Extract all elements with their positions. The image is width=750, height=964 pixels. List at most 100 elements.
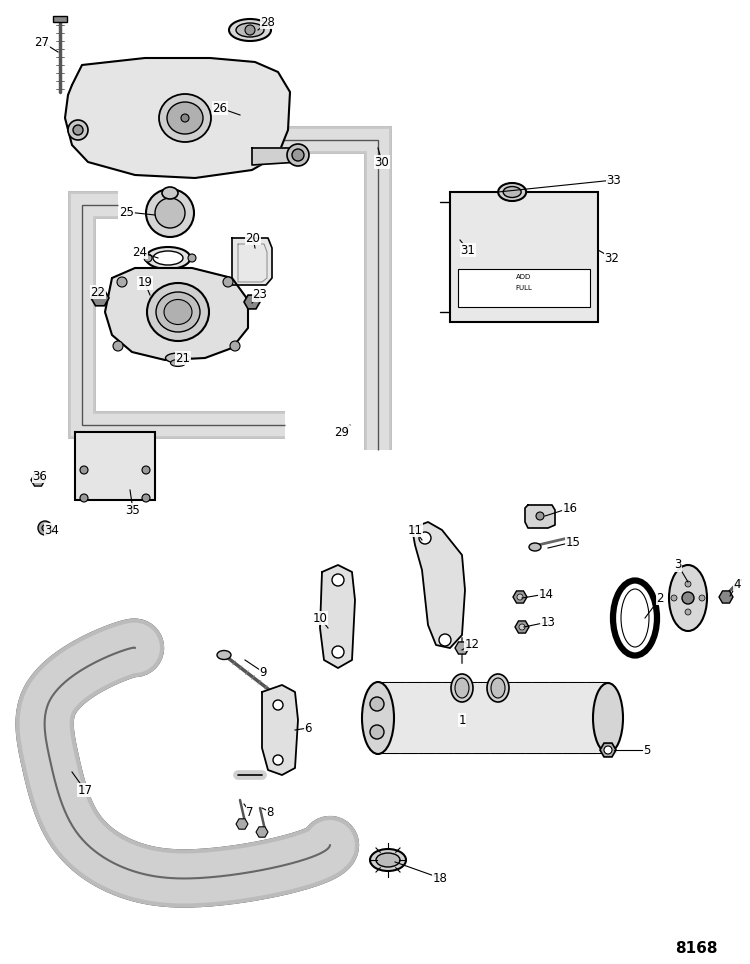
- Text: 28: 28: [260, 15, 275, 29]
- Ellipse shape: [153, 251, 183, 265]
- Ellipse shape: [529, 543, 541, 551]
- Text: 16: 16: [562, 501, 578, 515]
- Circle shape: [38, 521, 52, 535]
- Bar: [378, 683, 608, 753]
- Polygon shape: [719, 591, 733, 603]
- Text: FULL: FULL: [515, 285, 532, 291]
- Ellipse shape: [170, 360, 185, 366]
- Circle shape: [68, 120, 88, 140]
- Text: 7: 7: [246, 806, 254, 818]
- Circle shape: [73, 125, 83, 135]
- Polygon shape: [31, 474, 45, 486]
- Text: 24: 24: [133, 246, 148, 258]
- Ellipse shape: [451, 674, 473, 702]
- Text: 1: 1: [458, 713, 466, 727]
- Text: 12: 12: [464, 637, 479, 651]
- Polygon shape: [455, 642, 469, 654]
- Ellipse shape: [593, 683, 623, 753]
- Circle shape: [142, 466, 150, 474]
- Circle shape: [332, 646, 344, 658]
- Circle shape: [682, 592, 694, 604]
- Polygon shape: [232, 238, 272, 285]
- Polygon shape: [236, 818, 248, 829]
- Ellipse shape: [455, 678, 469, 698]
- Circle shape: [419, 532, 431, 544]
- Text: 25: 25: [119, 205, 134, 219]
- Text: 30: 30: [375, 155, 389, 169]
- Polygon shape: [65, 58, 290, 178]
- Text: 32: 32: [604, 252, 619, 264]
- Circle shape: [287, 144, 309, 166]
- Polygon shape: [262, 685, 298, 775]
- Circle shape: [273, 755, 283, 765]
- Ellipse shape: [236, 23, 264, 37]
- Ellipse shape: [217, 651, 231, 659]
- Circle shape: [113, 341, 123, 351]
- Circle shape: [42, 525, 48, 531]
- Ellipse shape: [487, 674, 509, 702]
- Bar: [458, 269, 590, 307]
- Text: 19: 19: [137, 277, 152, 289]
- Circle shape: [604, 746, 612, 754]
- Ellipse shape: [491, 678, 505, 698]
- Text: 27: 27: [34, 36, 50, 48]
- Text: 31: 31: [460, 244, 476, 256]
- Bar: [450, 192, 598, 322]
- Ellipse shape: [669, 565, 707, 631]
- Text: 20: 20: [245, 231, 260, 245]
- Ellipse shape: [498, 183, 526, 201]
- Circle shape: [155, 198, 185, 228]
- Ellipse shape: [167, 102, 203, 134]
- Circle shape: [370, 725, 384, 739]
- Text: 8168: 8168: [676, 941, 718, 956]
- Ellipse shape: [503, 186, 521, 198]
- Polygon shape: [515, 621, 529, 633]
- Circle shape: [332, 574, 344, 586]
- Text: 21: 21: [176, 352, 190, 364]
- Ellipse shape: [162, 187, 178, 199]
- Polygon shape: [412, 522, 465, 648]
- Ellipse shape: [156, 292, 200, 332]
- Polygon shape: [244, 295, 260, 308]
- Polygon shape: [256, 827, 268, 837]
- Circle shape: [671, 595, 677, 601]
- Polygon shape: [252, 148, 300, 165]
- Polygon shape: [91, 290, 109, 306]
- Ellipse shape: [146, 247, 190, 269]
- Circle shape: [370, 697, 384, 711]
- Ellipse shape: [370, 849, 406, 871]
- Circle shape: [519, 624, 525, 630]
- Ellipse shape: [159, 94, 211, 142]
- Text: 5: 5: [644, 743, 651, 757]
- Circle shape: [536, 512, 544, 520]
- Bar: [53, 16, 67, 22]
- Circle shape: [117, 277, 127, 287]
- Ellipse shape: [229, 19, 271, 41]
- Text: 6: 6: [304, 721, 312, 735]
- Ellipse shape: [362, 682, 394, 754]
- Text: 23: 23: [253, 288, 268, 302]
- Circle shape: [80, 466, 88, 474]
- Circle shape: [142, 494, 150, 502]
- Bar: [75, 432, 155, 500]
- Text: 14: 14: [538, 587, 554, 601]
- Circle shape: [273, 700, 283, 710]
- Polygon shape: [513, 591, 527, 603]
- Polygon shape: [600, 743, 616, 757]
- Ellipse shape: [621, 589, 649, 647]
- Text: 17: 17: [77, 784, 92, 796]
- Circle shape: [230, 341, 240, 351]
- Polygon shape: [320, 565, 355, 668]
- Circle shape: [685, 609, 691, 615]
- Circle shape: [292, 149, 304, 161]
- Text: 29: 29: [334, 425, 350, 439]
- Ellipse shape: [164, 300, 192, 325]
- Text: 13: 13: [541, 615, 556, 629]
- Circle shape: [146, 189, 194, 237]
- Text: 10: 10: [313, 611, 328, 625]
- Text: 11: 11: [407, 523, 422, 537]
- Ellipse shape: [147, 283, 209, 341]
- Circle shape: [223, 277, 233, 287]
- Polygon shape: [525, 505, 555, 528]
- Circle shape: [245, 25, 255, 35]
